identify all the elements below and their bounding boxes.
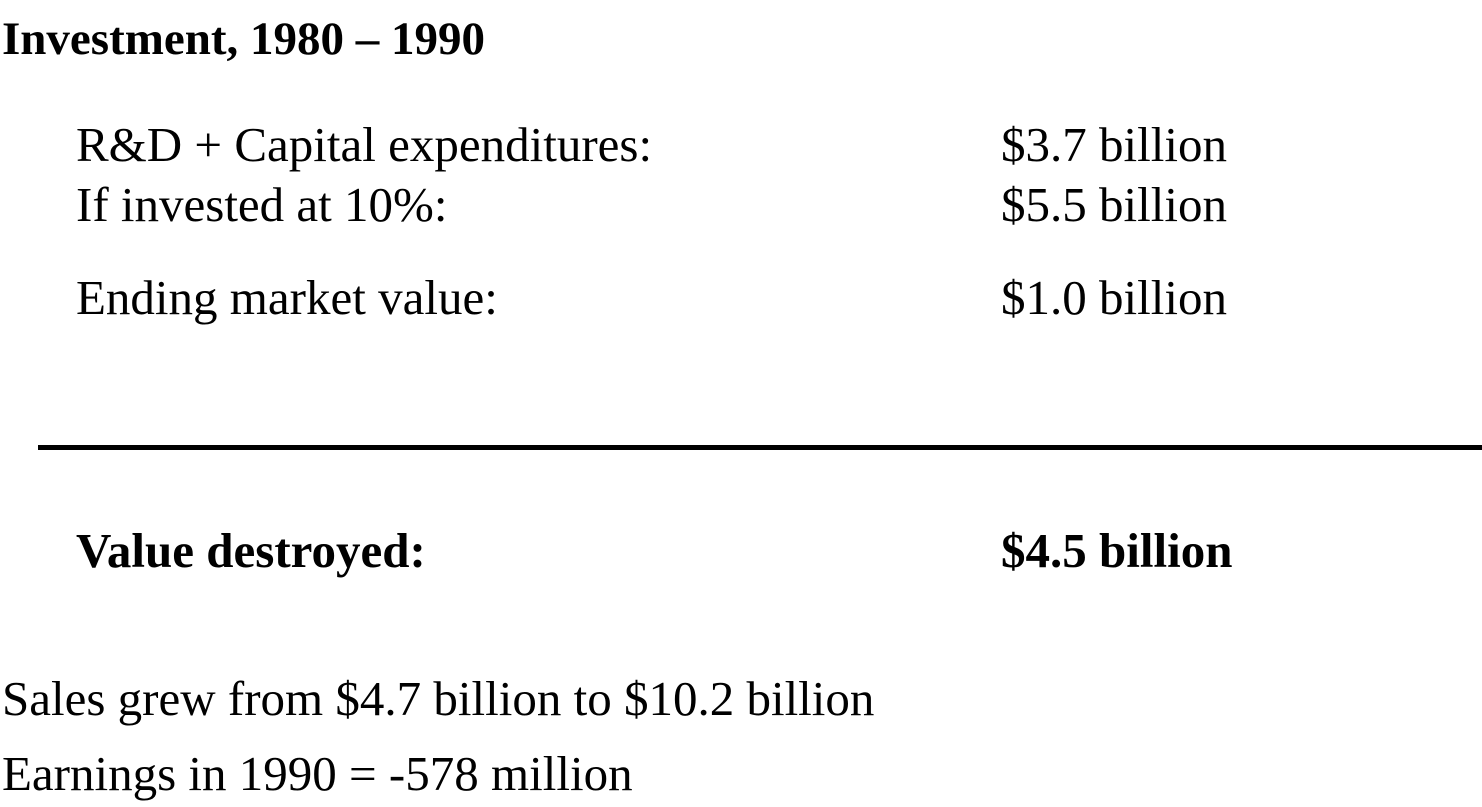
footnote-earnings: Earnings in 1990 = -578 million (2, 746, 633, 801)
total-value: $4.5 billion (1001, 523, 1233, 578)
total-row: Value destroyed: $4.5 billion (76, 524, 1376, 580)
divider-line (38, 445, 1482, 450)
row-label: R&D + Capital expenditures: (76, 117, 653, 172)
total-label: Value destroyed: (76, 523, 426, 578)
row-value: $1.0 billion (1001, 270, 1227, 325)
row-value: $5.5 billion (1001, 177, 1227, 232)
investment-row: Ending market value: $1.0 billion (76, 271, 1376, 327)
row-label: If invested at 10%: (76, 177, 448, 232)
slide-title: Investment, 1980 – 1990 (2, 13, 486, 65)
row-label: Ending market value: (76, 270, 498, 325)
investment-row: If invested at 10%: $5.5 billion (76, 178, 1376, 234)
investment-row: R&D + Capital expenditures: $3.7 billion (76, 118, 1376, 174)
footnote-sales: Sales grew from $4.7 billion to $10.2 bi… (2, 671, 875, 726)
row-value: $3.7 billion (1001, 117, 1227, 172)
